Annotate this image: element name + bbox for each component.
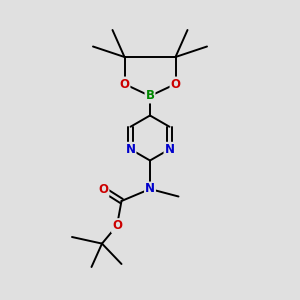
- Text: O: O: [170, 77, 181, 91]
- Text: O: O: [98, 183, 109, 196]
- Text: O: O: [119, 77, 130, 91]
- Text: N: N: [125, 143, 136, 156]
- Text: B: B: [146, 89, 154, 103]
- Text: N: N: [164, 143, 175, 156]
- Text: O: O: [112, 219, 122, 232]
- Text: N: N: [145, 182, 155, 196]
